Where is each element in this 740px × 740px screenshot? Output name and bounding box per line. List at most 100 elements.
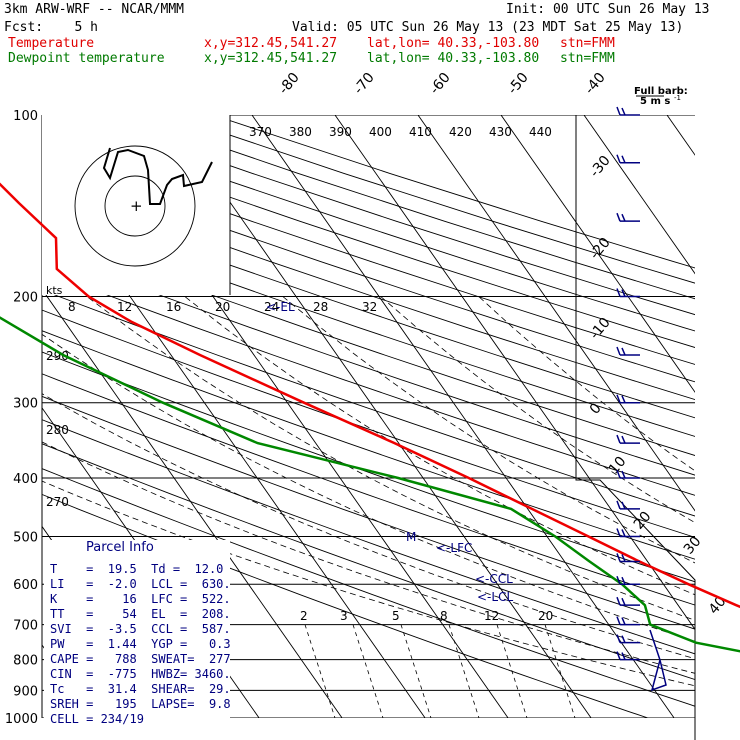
mixing-ratio-line [448, 624, 480, 718]
wind-barb-flag [616, 500, 621, 510]
isotherm-label: -50 [505, 70, 532, 98]
parcel-row-6: PW = 1.44 YGP = 0.3 [50, 637, 231, 651]
wind-barb-flag [621, 597, 626, 606]
mixing-ratio-line [544, 624, 576, 718]
parcel-row-1: T = 19.5 Td = 12.0 [50, 562, 224, 576]
dry-adiabat-line [42, 196, 695, 419]
dry-adiabat-line [42, 309, 695, 538]
isotherm-line [168, 115, 592, 718]
dry-adiabat-line [42, 395, 695, 630]
dry-adiabat-line [42, 251, 695, 476]
dewpoint-latlon: lat,lon= 40.33,-103.80 [367, 51, 540, 66]
level-marker: <-CCL [475, 572, 513, 586]
wind-barb-flag [621, 617, 626, 625]
wind-barb-flag [621, 435, 626, 444]
pressure-tick-label: 500 [13, 530, 38, 545]
parcel-row-4: TT = 54 EL = 208. [50, 607, 231, 621]
wind-barb-flag [616, 288, 621, 297]
parcel-row-2: LI = -2.0 LCL = 630. [50, 577, 231, 591]
parcel-row-3: K = 16 LFC = 522. [50, 592, 231, 606]
theta-label: 440 [529, 125, 552, 139]
hodograph-background [42, 115, 230, 295]
wind-barb-flag [621, 635, 626, 643]
moist-adiabat-line [380, 296, 695, 524]
wind-barb-flag [621, 576, 626, 585]
dry-adiabat-line [42, 468, 695, 707]
wind-barb-flag [621, 395, 626, 403]
level-marker: <-LFC [436, 541, 472, 555]
hodograph-speed-label: 16 [166, 300, 181, 314]
wind-barb-flag [621, 107, 626, 116]
pressure-tick-label: 100 [13, 109, 38, 124]
mixing-ratio-label: 5 [392, 609, 400, 623]
isotherm-line [42, 288, 343, 718]
pressure-tick-label: 300 [13, 397, 38, 412]
wind-barb-flag [621, 529, 626, 537]
theta-label: 420 [449, 125, 472, 139]
hodograph-speed-label: 32 [362, 300, 377, 314]
pressure-tick-label: 900 [13, 684, 38, 699]
wind-barb-flag [621, 213, 626, 222]
level-marker: <-EL [266, 300, 295, 314]
dry-adiabat-line [42, 330, 695, 560]
dewpoint-xy: x,y=312.45,541.27 [204, 51, 338, 66]
wind-barb-flag [621, 289, 626, 297]
isotherm-label: 30 [681, 534, 705, 558]
hodograph-center: + [130, 197, 143, 215]
parcel-row-10: SREH = 195 LAPSE= 9.8 [50, 697, 231, 711]
wind-barb-flag [621, 501, 626, 510]
hodograph-speed-label: 24 [264, 300, 279, 314]
wind-barb-flag [621, 652, 626, 660]
wind-barb-flag [616, 596, 621, 606]
wind-barb-flag [616, 575, 621, 585]
hodograph-ring [104, 175, 166, 237]
temperature-station: stn=FMM [560, 36, 615, 51]
isotherm-line [0, 115, 10, 718]
wind-barb-flag [616, 651, 621, 660]
wind-barb-flag [616, 616, 621, 625]
hodograph-speed-label: 28 [313, 300, 328, 314]
wind-barb-flag [616, 469, 621, 479]
wind-barb-flag [616, 634, 621, 643]
dry-adiabat-line [42, 419, 695, 655]
moist-adiabat-line [184, 296, 695, 596]
mixing-ratio-line [352, 624, 384, 718]
valid-time: Valid: 05 UTC Sun 26 May 13 (23 MDT Sat … [292, 20, 684, 35]
theta-side-label: 270 [46, 495, 69, 509]
pressure-tick-label: 800 [13, 654, 38, 669]
dry-adiabat-line [42, 270, 695, 496]
wind-barb-flag [621, 347, 626, 356]
level-marker: <-LCL [477, 590, 513, 604]
wind-barb-flag [621, 155, 626, 164]
temperature-latlon: lat,lon= 40.33,-103.80 [367, 36, 540, 51]
isotherm-label: -30 [587, 153, 614, 181]
wind-barb-flag [616, 434, 621, 444]
dewpoint-legend: Dewpoint temperature [8, 51, 165, 66]
parcel-row-11: CELL = 234/19 [50, 712, 144, 726]
dry-adiabat-line [42, 443, 695, 681]
theta-label: 430 [489, 125, 512, 139]
forecast-hour: Fcst: 5 h [4, 20, 98, 35]
parcel-info-title: Parcel Info [86, 540, 154, 555]
parcel-row-5: SVI = -3.5 CCL = 587. [50, 622, 231, 636]
mixing-ratio-label: 8 [440, 609, 448, 623]
parcel-row-8: CIN = -775 HWBZ= 3460. [50, 667, 231, 681]
isotherm-label: 10 [606, 454, 630, 478]
theta-label: 390 [329, 125, 352, 139]
moist-adiabat-line [282, 296, 695, 564]
dry-adiabat-line [42, 232, 695, 456]
isotherm-label: -60 [427, 70, 454, 98]
dry-adiabat-line [42, 373, 695, 606]
theta-label: 380 [289, 125, 312, 139]
surface-wind-barbs [649, 629, 667, 692]
dry-adiabat-line [42, 146, 695, 365]
dry-adiabat-line [42, 179, 695, 401]
dewpoint-curve [0, 316, 740, 653]
plot-area [0, 115, 695, 718]
lfc-m-marker: M [406, 530, 416, 544]
dewpoint-station: stn=FMM [560, 51, 615, 66]
pressure-tick-label: 700 [13, 619, 38, 634]
theta-label: 400 [369, 125, 392, 139]
hodograph-speed-label: 12 [117, 300, 132, 314]
pressure-tick-label: 1000 [5, 712, 38, 727]
